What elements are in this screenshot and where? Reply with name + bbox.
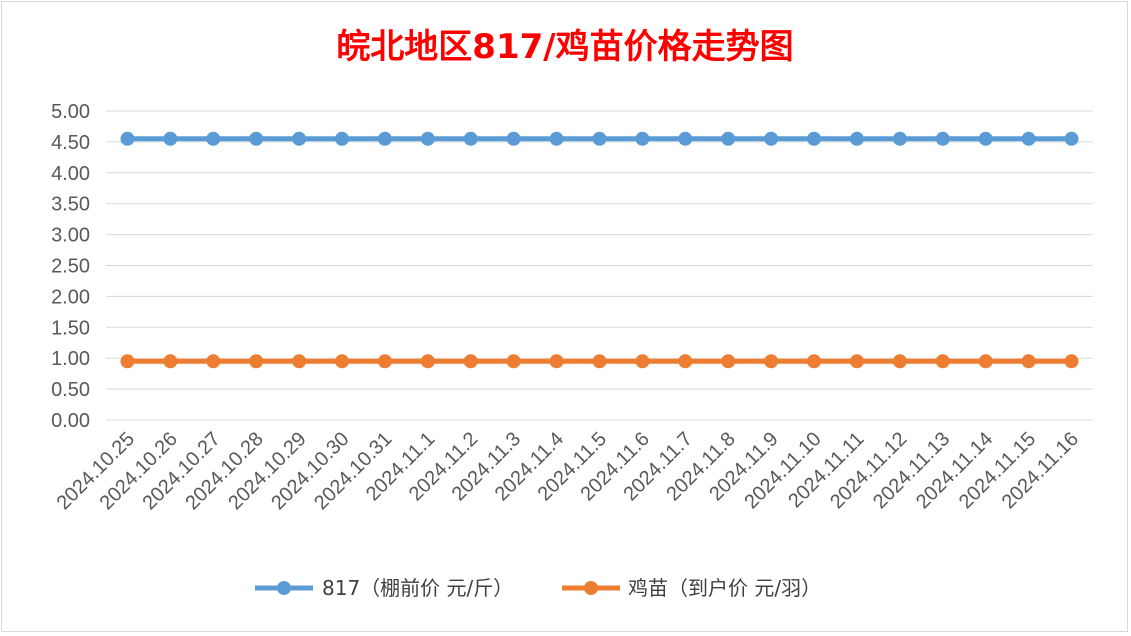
- data-point: [892, 354, 907, 369]
- data-point: [420, 354, 435, 369]
- chart-title: 皖北地区817/鸡苗价格走势图: [336, 27, 793, 67]
- data-point: [463, 354, 478, 369]
- data-point: [635, 354, 650, 369]
- data-point: [163, 131, 178, 146]
- data-point: [1021, 354, 1036, 369]
- data-point: [1064, 354, 1079, 369]
- data-point: [506, 131, 521, 146]
- data-point: [764, 354, 779, 369]
- series: [120, 131, 1079, 146]
- data-point: [1064, 131, 1079, 146]
- data-point: [249, 131, 264, 146]
- data-point: [377, 354, 392, 369]
- y-tick-label: 1.50: [51, 317, 90, 339]
- x-axis-ticks: 2024.10.252024.10.262024.10.272024.10.28…: [53, 428, 1083, 514]
- legend-label: 鸡苗（到户价 元/羽）: [628, 576, 821, 600]
- data-point: [206, 354, 221, 369]
- data-point: [292, 131, 307, 146]
- data-point: [807, 354, 822, 369]
- legend-marker: [277, 581, 291, 595]
- legend-entry: 鸡苗（到户价 元/羽）: [562, 576, 821, 600]
- y-tick-label: 4.00: [51, 163, 90, 185]
- data-point: [377, 131, 392, 146]
- legend-label: 817（棚前价 元/斤）: [322, 576, 513, 600]
- y-tick-label: 2.00: [51, 286, 90, 308]
- data-point: [935, 131, 950, 146]
- data-point: [849, 354, 864, 369]
- legend: 817（棚前价 元/斤） 鸡苗（到户价 元/羽）: [255, 576, 821, 600]
- legend-marker: [584, 581, 598, 595]
- y-tick-label: 0.50: [51, 379, 90, 401]
- gridlines: [106, 110, 1093, 421]
- data-point: [549, 131, 564, 146]
- data-point: [335, 354, 350, 369]
- y-tick-label: 1.00: [51, 348, 90, 370]
- data-point: [120, 354, 135, 369]
- series: [120, 354, 1079, 369]
- y-tick-label: 0.00: [51, 410, 90, 432]
- legend-entry: 817（棚前价 元/斤）: [255, 576, 513, 600]
- data-point: [592, 131, 607, 146]
- data-point: [335, 131, 350, 146]
- y-tick-label: 3.50: [51, 194, 90, 216]
- data-point: [292, 354, 307, 369]
- data-point: [120, 131, 135, 146]
- data-point: [721, 131, 736, 146]
- data-point: [249, 354, 264, 369]
- data-point: [678, 354, 693, 369]
- data-point: [978, 354, 993, 369]
- data-point: [635, 131, 650, 146]
- data-point: [506, 354, 521, 369]
- data-point: [463, 131, 478, 146]
- data-point: [420, 131, 435, 146]
- data-point: [163, 354, 178, 369]
- data-point: [807, 131, 822, 146]
- y-axis-ticks: 0.00 0.50 1.00 1.50 2.00 2.50 3.00 3.50 4.00 4.50…: [51, 101, 90, 432]
- data-point: [206, 131, 221, 146]
- data-point: [849, 131, 864, 146]
- data-point: [1021, 131, 1036, 146]
- data-point: [935, 354, 950, 369]
- data-point: [678, 131, 693, 146]
- data-point: [892, 131, 907, 146]
- y-tick-label: 3.00: [51, 225, 90, 247]
- data-point: [549, 354, 564, 369]
- data-point: [592, 354, 607, 369]
- data-point: [978, 131, 993, 146]
- y-tick-label: 5.00: [51, 101, 90, 123]
- y-tick-label: 2.50: [51, 256, 90, 278]
- data-point: [721, 354, 736, 369]
- y-tick-label: 4.50: [51, 132, 90, 154]
- series-lines: [120, 131, 1079, 369]
- data-point: [764, 131, 779, 146]
